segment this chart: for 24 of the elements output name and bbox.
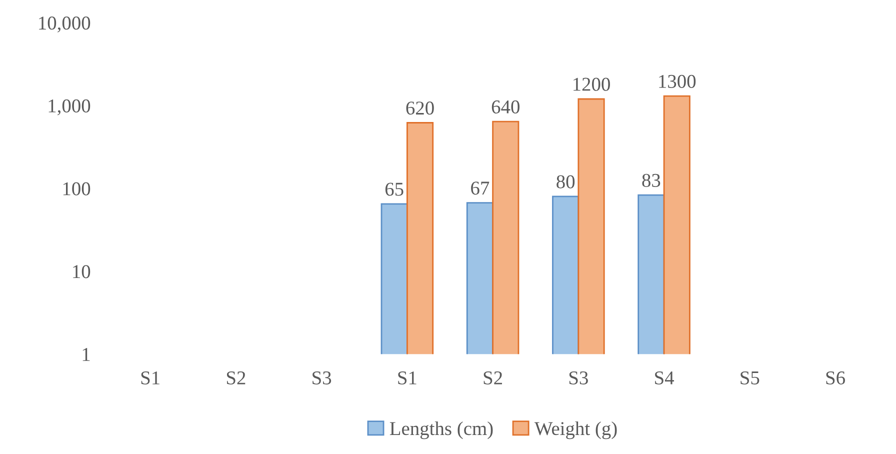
data-label: 83 bbox=[642, 174, 660, 187]
data-label: 620 bbox=[406, 102, 434, 115]
data-label: 1300 bbox=[659, 74, 696, 88]
y-tick-label: 10,000 bbox=[39, 16, 90, 32]
data-label: 65 bbox=[385, 182, 404, 196]
x-tick-label: S1 bbox=[398, 371, 416, 384]
data-label: 67 bbox=[471, 182, 490, 195]
y-tick-label: 100 bbox=[63, 182, 90, 196]
x-tick-label: S2 bbox=[226, 371, 246, 384]
x-tick-label: S3 bbox=[312, 371, 332, 384]
x-tick-label: S6 bbox=[826, 371, 845, 384]
y-tick-label: 1 bbox=[82, 348, 90, 361]
x-tick-label: S1 bbox=[141, 371, 160, 384]
data-label: 1200 bbox=[574, 78, 610, 91]
y-tick-label: 10 bbox=[73, 265, 90, 278]
x-tick-label: S5 bbox=[740, 371, 760, 384]
legend-label: Weight (g) bbox=[534, 421, 617, 440]
data-label: 640 bbox=[492, 100, 520, 114]
x-tick-label: S3 bbox=[569, 371, 588, 384]
legend-label: Lengths (cm) bbox=[390, 421, 493, 440]
x-tick-label: S4 bbox=[655, 371, 674, 384]
x-tick-label: S2 bbox=[484, 371, 502, 384]
data-label: 80 bbox=[556, 175, 575, 188]
y-tick-label: 1,000 bbox=[48, 99, 90, 116]
